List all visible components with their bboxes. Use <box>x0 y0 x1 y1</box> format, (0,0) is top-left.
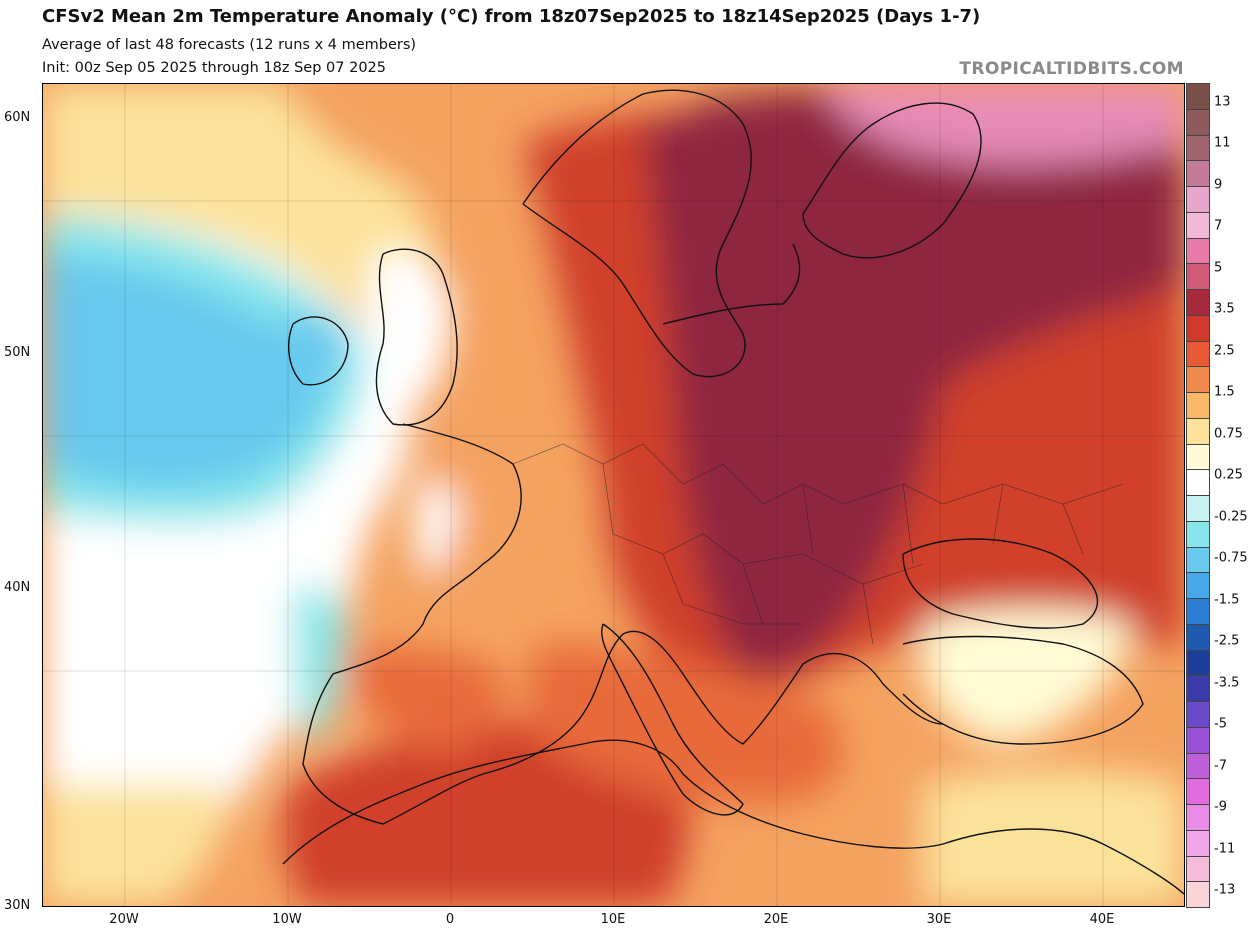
legend-swatch <box>1186 417 1210 445</box>
legend-label: 1.5 <box>1214 384 1235 400</box>
legend-swatch <box>1186 701 1210 728</box>
coast-baltic <box>662 243 801 325</box>
legend-swatch <box>1186 160 1210 187</box>
chart-title: CFSv2 Mean 2m Temperature Anomaly (°C) f… <box>42 6 981 27</box>
iberia-cool-coast <box>293 586 346 744</box>
legend-label: 13 <box>1214 94 1231 110</box>
legend-label: -0.75 <box>1214 550 1248 566</box>
legend-swatch <box>1186 186 1210 213</box>
coast-black-sea <box>902 538 1099 629</box>
legend-swatch <box>1186 726 1210 754</box>
coast-norway-sweden <box>522 89 752 378</box>
border-lines <box>512 443 1124 645</box>
legend-swatch <box>1186 108 1210 136</box>
cold-ocean-core <box>43 254 325 488</box>
cool-ireland <box>285 313 343 388</box>
moderate-mediterranean <box>528 644 843 804</box>
legend-swatch <box>1186 804 1210 831</box>
legend-swatch <box>1186 520 1210 548</box>
legend-label: -9 <box>1214 799 1227 815</box>
lat-label-60n: 60N <box>4 110 31 125</box>
slight-warm-southwest <box>43 784 225 906</box>
legend-label: 3.5 <box>1214 301 1235 317</box>
legend-swatch <box>1186 392 1210 419</box>
lat-label-50n: 50N <box>4 345 31 360</box>
slight-warm-northwest <box>43 84 437 334</box>
legend-label: 2.5 <box>1214 343 1235 359</box>
legend-label: -3.5 <box>1214 675 1240 691</box>
legend-label: -13 <box>1214 882 1236 898</box>
legend-swatch <box>1186 881 1210 908</box>
anomaly-map <box>42 83 1185 907</box>
lon-label-20w: 20W <box>109 912 139 927</box>
coast-western-europe <box>302 423 944 825</box>
legend-swatch <box>1186 572 1210 599</box>
coastlines <box>282 89 1184 895</box>
init-time-range: Init: 00z Sep 05 2025 through 18z Sep 07… <box>42 60 387 76</box>
graticule <box>43 84 1184 906</box>
mild-france <box>419 442 543 624</box>
legend-swatch <box>1186 495 1210 522</box>
slight-warm-middle-east <box>923 769 1184 906</box>
lon-label-20e: 20E <box>763 912 789 927</box>
legend-label: -11 <box>1214 841 1236 857</box>
source-credit: TROPICALTIDBITS.COM <box>959 59 1184 79</box>
forecast-description: Average of last 48 forecasts (12 runs x … <box>42 37 417 53</box>
legend-label: -5 <box>1214 716 1227 732</box>
legend-swatch <box>1186 211 1210 239</box>
lon-label-30e: 30E <box>926 912 952 927</box>
legend-swatch <box>1186 546 1210 574</box>
extreme-warm-northeast <box>823 84 1184 165</box>
coast-turkey <box>902 635 1144 745</box>
legend-swatch <box>1186 340 1210 368</box>
neutral-uk <box>369 250 453 414</box>
legend-swatch <box>1186 83 1210 110</box>
coast-uk <box>375 248 458 426</box>
legend-label: 0.75 <box>1214 426 1243 442</box>
legend-label: 5 <box>1214 260 1223 276</box>
legend-swatch <box>1186 469 1210 496</box>
lon-label-40e: 40E <box>1089 912 1115 927</box>
legend-swatch <box>1186 134 1210 162</box>
legend-label: -0.25 <box>1214 509 1248 525</box>
warm-iberia <box>343 648 505 754</box>
neutral-turkey <box>921 609 1133 744</box>
coast-north-africa <box>282 739 1184 895</box>
legend-swatch <box>1186 855 1210 883</box>
legend-swatch <box>1186 314 1210 342</box>
legend-label: 0.25 <box>1214 467 1243 483</box>
legend-label: -7 <box>1214 758 1227 774</box>
lon-label-0: 0 <box>445 912 455 927</box>
legend-swatch <box>1186 752 1210 780</box>
legend-swatch <box>1186 623 1210 651</box>
lat-label-30n: 30N <box>4 898 31 913</box>
legend-label: -2.5 <box>1214 633 1240 649</box>
legend-swatch <box>1186 675 1210 702</box>
lat-label-40n: 40N <box>4 580 31 595</box>
legend-label: -1.5 <box>1214 592 1240 608</box>
color-legend <box>1186 83 1212 908</box>
legend-swatch <box>1186 778 1210 805</box>
borders <box>512 443 1124 645</box>
lon-label-10w: 10W <box>272 912 302 927</box>
legend-swatch <box>1186 289 1210 316</box>
lon-label-10e: 10E <box>600 912 626 927</box>
legend-swatch <box>1186 443 1210 471</box>
legend-label: 7 <box>1214 218 1223 234</box>
legend-swatch <box>1186 237 1210 265</box>
coast-ireland <box>288 316 349 386</box>
coast-italy <box>601 623 744 816</box>
legend-swatch <box>1186 263 1210 290</box>
legend-label: 11 <box>1214 135 1231 151</box>
legend-label: 9 <box>1214 177 1223 193</box>
legend-swatch <box>1186 829 1210 857</box>
legend-swatch <box>1186 366 1210 393</box>
neutral-france-coast <box>414 481 456 573</box>
legend-swatch <box>1186 649 1210 677</box>
legend-swatch <box>1186 598 1210 625</box>
coast-finland <box>802 102 982 259</box>
